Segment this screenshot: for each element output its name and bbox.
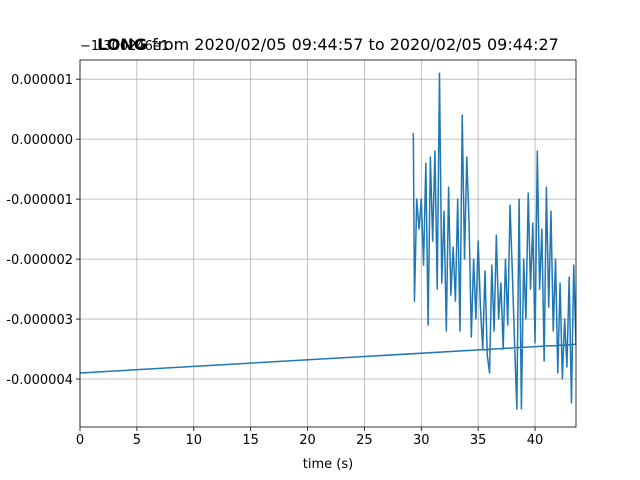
chart-title: LONG from 2020/02/05 09:44:57 to 2020/02…	[97, 35, 559, 54]
y-tick-label: -0.000004	[6, 373, 73, 388]
plot-frame	[79, 59, 577, 428]
y-tick-label: -0.000003	[6, 313, 73, 328]
x-tick-label: 40	[527, 433, 544, 448]
y-tick-label: -0.000002	[6, 253, 73, 268]
x-axis-label: time (s)	[303, 457, 353, 472]
x-tick-label: 20	[299, 433, 316, 448]
data-line	[80, 72, 576, 410]
x-tick-label: 15	[242, 433, 259, 448]
title-text: from 2020/02/05 09:44:57 to 2020/02/05 0…	[152, 35, 559, 54]
x-tick-label: 30	[413, 433, 430, 448]
x-tick-label: 35	[470, 433, 487, 448]
y-tick-label: -0.000001	[6, 193, 73, 208]
x-tick-label: 25	[356, 433, 373, 448]
x-tick-label: 0	[76, 433, 84, 448]
x-tick-label: 10	[185, 433, 202, 448]
title-bold: LONG	[97, 35, 147, 54]
offset-text: −1.300246e1	[80, 39, 169, 54]
x-tick-label: 5	[133, 433, 141, 448]
y-tick-label: 0.000000	[11, 133, 73, 148]
y-tick-label: 0.000001	[11, 73, 73, 88]
